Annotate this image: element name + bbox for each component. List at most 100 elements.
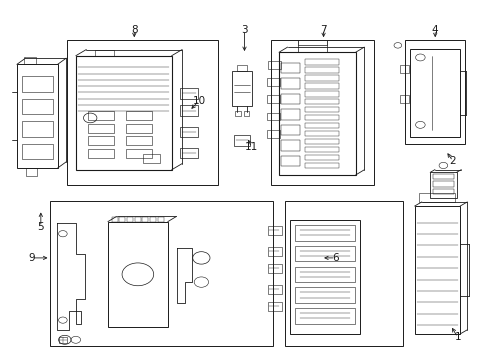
Bar: [142, 154, 160, 163]
Bar: [305, 162, 338, 168]
Bar: [243, 111, 249, 116]
Bar: [281, 125, 299, 135]
Bar: [267, 61, 281, 68]
Bar: [21, 99, 53, 114]
Bar: [281, 109, 299, 120]
Bar: [112, 217, 117, 222]
Bar: [305, 59, 338, 65]
Bar: [404, 40, 464, 144]
Bar: [281, 140, 299, 151]
Bar: [232, 71, 252, 106]
Bar: [234, 135, 249, 146]
Bar: [294, 308, 354, 324]
Bar: [67, 40, 218, 185]
Bar: [281, 63, 299, 73]
Bar: [305, 99, 338, 104]
Bar: [267, 265, 281, 274]
Bar: [305, 107, 338, 112]
Bar: [267, 226, 281, 235]
Bar: [399, 95, 408, 103]
Bar: [88, 136, 114, 145]
Bar: [234, 111, 240, 116]
Bar: [21, 76, 53, 92]
Bar: [180, 105, 198, 116]
Bar: [21, 121, 53, 137]
Bar: [266, 113, 280, 120]
Bar: [180, 127, 198, 137]
Bar: [88, 111, 114, 120]
Bar: [419, 193, 454, 202]
Bar: [50, 201, 273, 346]
Bar: [305, 75, 338, 81]
Bar: [281, 78, 299, 89]
Bar: [305, 139, 338, 144]
Bar: [294, 225, 354, 240]
Text: 7: 7: [320, 25, 326, 35]
Bar: [180, 148, 198, 158]
Bar: [305, 115, 338, 120]
Bar: [150, 217, 156, 222]
Bar: [142, 217, 148, 222]
Bar: [289, 220, 359, 334]
Bar: [267, 247, 281, 256]
Bar: [429, 172, 456, 198]
Bar: [305, 83, 338, 89]
Bar: [285, 201, 402, 346]
Bar: [126, 149, 152, 158]
Bar: [294, 266, 354, 282]
Text: 10: 10: [192, 96, 205, 105]
Bar: [26, 168, 37, 176]
Text: 1: 1: [453, 332, 460, 342]
Bar: [432, 189, 453, 194]
Text: 8: 8: [131, 25, 137, 35]
Bar: [127, 217, 133, 222]
Bar: [305, 91, 338, 96]
Bar: [88, 124, 114, 133]
Text: 6: 6: [331, 253, 338, 263]
Bar: [266, 95, 280, 103]
Bar: [414, 206, 459, 334]
Text: 9: 9: [28, 253, 35, 263]
Bar: [432, 181, 453, 186]
Text: 11: 11: [244, 142, 258, 152]
Bar: [294, 246, 354, 261]
Bar: [59, 337, 67, 343]
Bar: [266, 130, 280, 138]
Bar: [305, 147, 338, 152]
Bar: [305, 154, 338, 160]
Bar: [21, 144, 53, 159]
Bar: [17, 64, 58, 168]
Bar: [305, 131, 338, 136]
Bar: [237, 65, 246, 71]
Bar: [399, 65, 408, 73]
Bar: [305, 123, 338, 128]
Bar: [298, 45, 326, 52]
Bar: [180, 88, 198, 99]
Text: 4: 4: [431, 25, 438, 35]
Bar: [119, 217, 125, 222]
Bar: [267, 285, 281, 294]
Bar: [432, 174, 453, 179]
Bar: [126, 136, 152, 145]
Bar: [267, 302, 281, 311]
Bar: [305, 67, 338, 73]
Bar: [135, 217, 140, 222]
Bar: [95, 50, 114, 56]
Text: 3: 3: [241, 25, 247, 35]
Bar: [126, 111, 152, 120]
Bar: [76, 56, 171, 170]
Bar: [24, 57, 36, 64]
Bar: [270, 40, 373, 185]
Bar: [409, 49, 459, 137]
Bar: [294, 287, 354, 303]
Text: 2: 2: [449, 156, 455, 166]
Bar: [266, 78, 280, 86]
Bar: [88, 149, 114, 158]
Bar: [158, 217, 163, 222]
Bar: [108, 222, 167, 327]
Bar: [281, 156, 299, 166]
Bar: [126, 124, 152, 133]
Bar: [281, 94, 299, 104]
Text: 5: 5: [38, 222, 44, 232]
Bar: [279, 52, 355, 175]
